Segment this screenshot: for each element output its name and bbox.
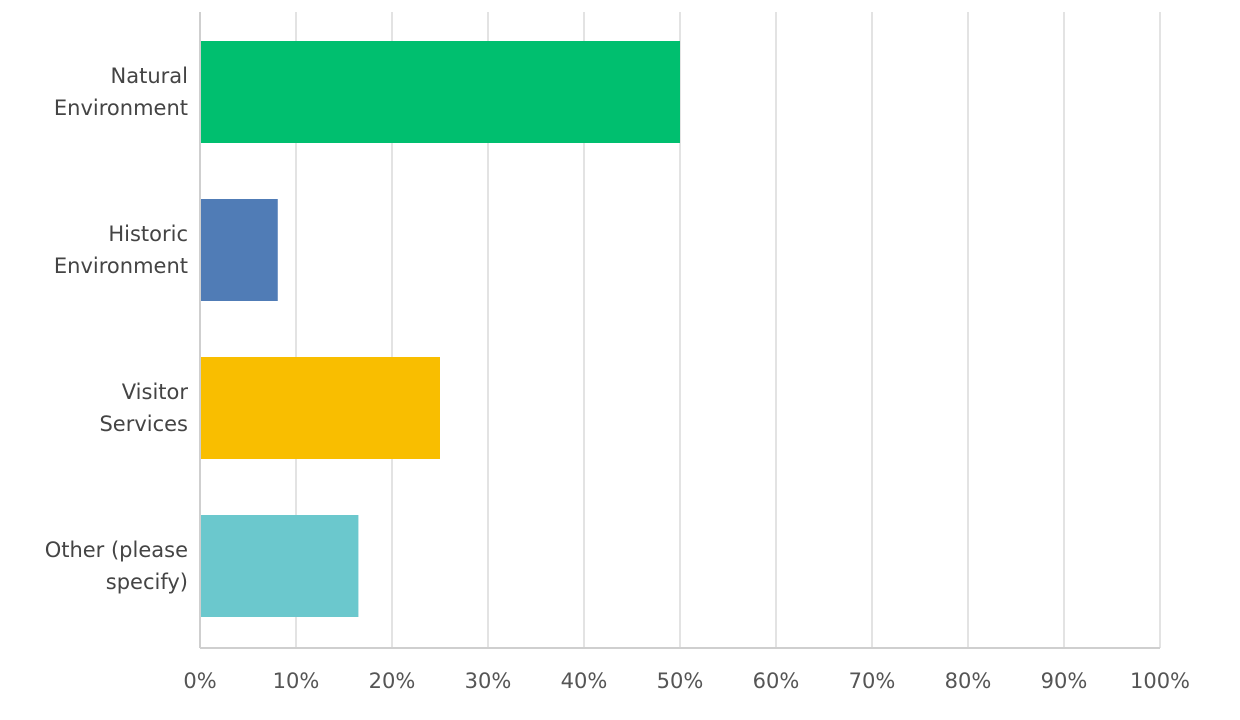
x-tick-label: 70% bbox=[849, 669, 896, 693]
x-tick-label: 40% bbox=[561, 669, 608, 693]
axes bbox=[199, 12, 1160, 649]
category-label: Natural bbox=[111, 64, 188, 88]
x-tick-label: 90% bbox=[1041, 669, 1088, 693]
x-tick-label: 60% bbox=[753, 669, 800, 693]
bar-0 bbox=[201, 41, 680, 143]
x-tick-label: 80% bbox=[945, 669, 992, 693]
category-label: Visitor bbox=[122, 380, 189, 404]
bar-1 bbox=[201, 199, 278, 301]
bar-3 bbox=[201, 515, 359, 617]
category-label: Environment bbox=[54, 96, 188, 120]
category-labels: Natural Environment Historic Environment Vis… bbox=[45, 64, 189, 594]
x-tick-label: 100% bbox=[1130, 669, 1190, 693]
category-label: Historic bbox=[108, 222, 188, 246]
bar-2 bbox=[201, 357, 440, 459]
category-label: Environment bbox=[54, 254, 188, 278]
x-tick-label: 50% bbox=[657, 669, 704, 693]
x-tick-label: 0% bbox=[183, 669, 216, 693]
category-label: specify) bbox=[106, 570, 188, 594]
x-tick-label: 10% bbox=[273, 669, 320, 693]
category-label: Services bbox=[99, 412, 188, 436]
category-label: Other (please bbox=[45, 538, 188, 562]
bars bbox=[201, 41, 680, 617]
x-tick-label: 30% bbox=[465, 669, 512, 693]
x-tick-labels: 0% 10% 20% 30% 40% 50% 60% 70% 80% 90% 100% bbox=[183, 669, 1190, 693]
x-tick-label: 20% bbox=[369, 669, 416, 693]
